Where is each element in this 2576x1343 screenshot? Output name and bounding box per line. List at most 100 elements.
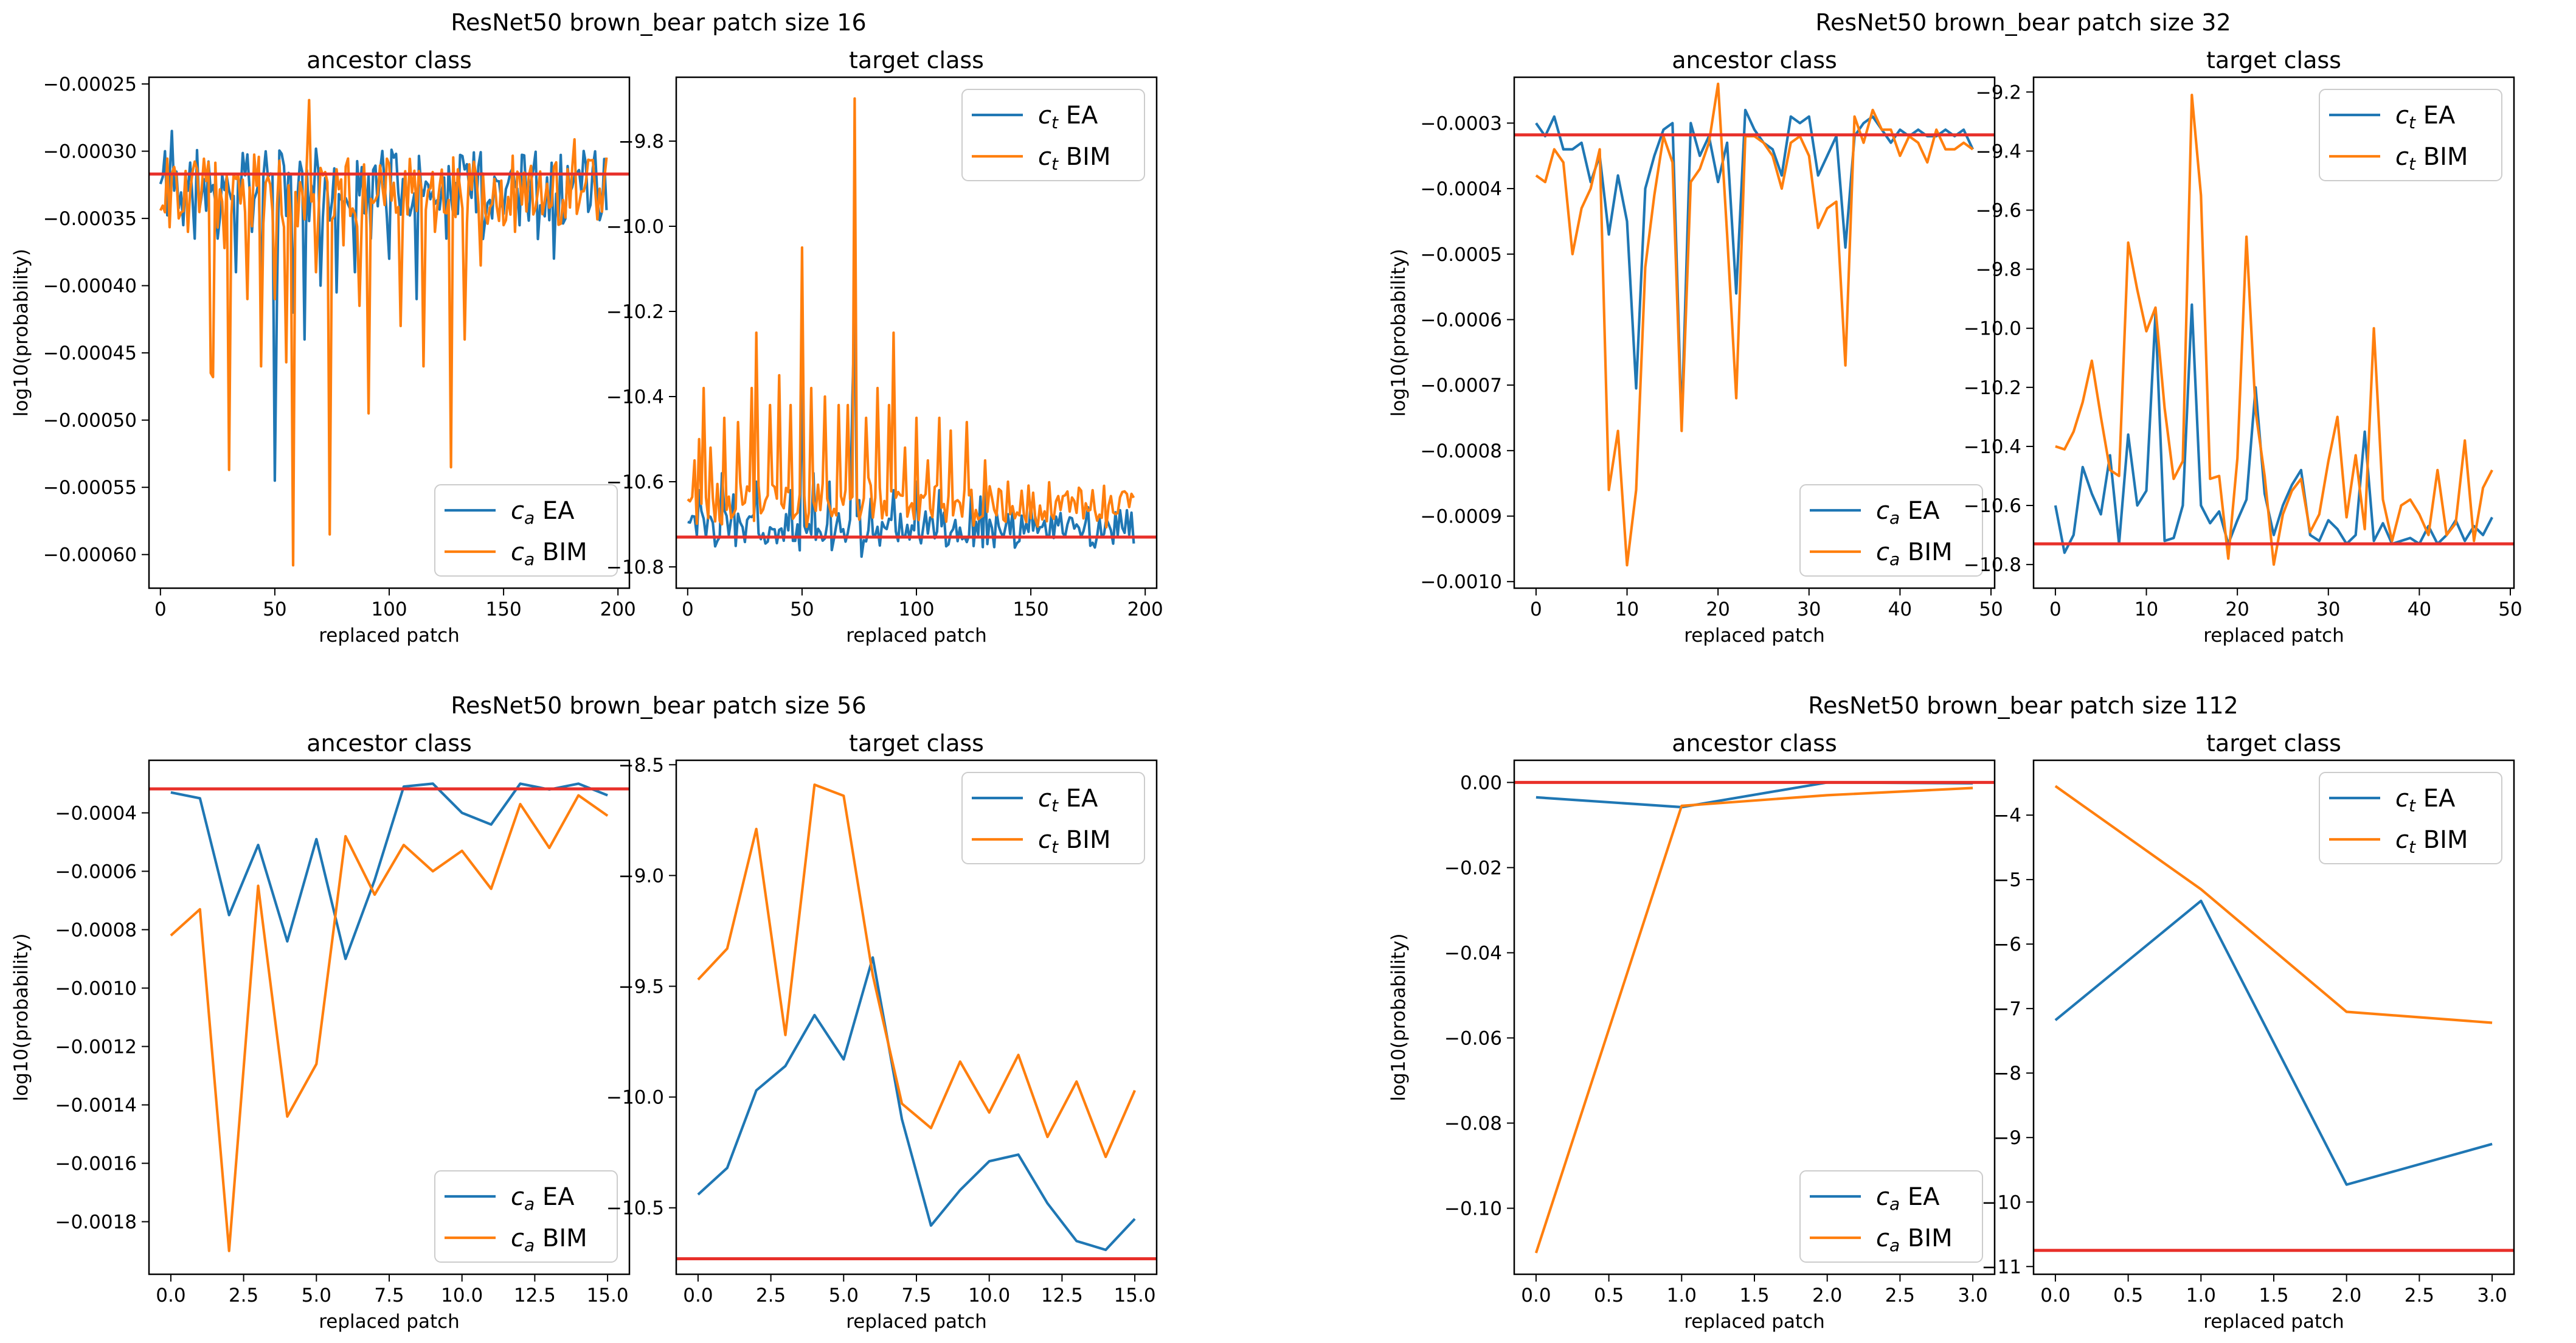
x-axis-label: replaced patch bbox=[1684, 1311, 1825, 1333]
legend-label: ct BIM bbox=[2395, 143, 2468, 174]
legend-box bbox=[434, 484, 618, 577]
legend: ct EA ct BIM bbox=[2319, 89, 2502, 181]
legend: ca EA ca BIM bbox=[434, 1170, 618, 1263]
legend: ct EA ct BIM bbox=[961, 89, 1145, 181]
series-line-bim bbox=[159, 99, 608, 567]
series-line-ea bbox=[170, 782, 608, 960]
x-axis-label: replaced patch bbox=[2203, 625, 2344, 647]
panel-2: ResNet50 brown_bear patch size 32 ancesto… bbox=[1388, 9, 2231, 647]
y-tick-label: −10.0 bbox=[606, 216, 664, 238]
legend-box bbox=[2319, 89, 2502, 181]
legend-label: ct BIM bbox=[1038, 143, 1110, 174]
x-tick-label: 0 bbox=[682, 599, 694, 620]
x-tick-label: 200 bbox=[600, 599, 636, 620]
panel-1: target class 0 50 100 150 200 −9.8 −10.0 −10.2 −1… bbox=[606, 47, 1163, 647]
y-tick-label: −10.6 bbox=[1964, 495, 2021, 517]
subplot-title: ancestor class bbox=[1672, 47, 1837, 74]
x-tick-label: 1.5 bbox=[1739, 1285, 1769, 1307]
y-tick-label: −10.0 bbox=[606, 1087, 664, 1109]
legend-label: ct EA bbox=[1038, 102, 1098, 133]
x-tick-label: 50 bbox=[1979, 599, 2003, 620]
x-tick-label: 200 bbox=[1127, 599, 1163, 620]
x-tick-label: 150 bbox=[486, 599, 522, 620]
series-line-bim bbox=[170, 794, 609, 1252]
legend-box bbox=[2319, 772, 2502, 864]
x-axis-label: replaced patch bbox=[319, 625, 460, 647]
x-tick-label: 0.5 bbox=[2113, 1285, 2143, 1307]
y-tick-label: −0.10 bbox=[1444, 1198, 1502, 1220]
subplot-title: target class bbox=[2206, 47, 2341, 74]
x-axis-label: replaced patch bbox=[846, 1311, 987, 1333]
x-tick-label: 2.0 bbox=[1812, 1285, 1842, 1307]
legend: ca EA ca BIM bbox=[434, 484, 618, 577]
legend-label: ca BIM bbox=[511, 538, 587, 569]
subplot-title: target class bbox=[849, 730, 984, 757]
legend: ct EA ct BIM bbox=[2319, 772, 2502, 864]
x-tick-label: 2.0 bbox=[2332, 1285, 2361, 1307]
x-tick-label: 40 bbox=[2408, 599, 2431, 620]
y-tick-label: −0.0006 bbox=[1421, 309, 1502, 331]
x-tick-label: 15.0 bbox=[587, 1285, 629, 1307]
y-tick-label: −0.0018 bbox=[55, 1212, 137, 1234]
figure-title: ResNet50 brown_bear patch size 56 bbox=[451, 692, 866, 719]
y-tick-label: −0.0007 bbox=[1421, 375, 1502, 397]
series-line-ea bbox=[697, 956, 1136, 1251]
x-tick-label: 3.0 bbox=[1958, 1285, 1987, 1307]
y-tick-label: −0.00035 bbox=[43, 208, 137, 230]
y-tick-label: −0.00045 bbox=[43, 342, 137, 364]
panel-4: ResNet50 brown_bear patch size 56 ancesto… bbox=[10, 692, 867, 1333]
y-tick-label: −10.8 bbox=[606, 557, 664, 578]
panel-3: target class 0 10 20 30 40 50 −9.2 −9.4 −9.6 −9.8 −… bbox=[1964, 47, 2522, 647]
y-tick-label: −0.0008 bbox=[55, 919, 137, 941]
series-line-bim bbox=[1534, 786, 1973, 1254]
legend-box bbox=[961, 89, 1145, 181]
legend-box bbox=[1799, 484, 1983, 577]
y-tick-label: −0.02 bbox=[1444, 857, 1502, 879]
x-tick-label: 100 bbox=[898, 599, 934, 620]
x-tick-label: 50 bbox=[2498, 599, 2522, 620]
series-line-bim bbox=[2054, 785, 2493, 1024]
x-tick-label: 3.0 bbox=[2477, 1285, 2507, 1307]
x-tick-label: 2.5 bbox=[756, 1285, 786, 1307]
x-tick-label: 0.0 bbox=[156, 1285, 185, 1307]
legend-box bbox=[961, 772, 1145, 864]
y-tick-label: −7 bbox=[1993, 998, 2021, 1020]
y-tick-label: −9.4 bbox=[1976, 141, 2021, 162]
series-line-bim bbox=[697, 783, 1137, 1159]
y-tick-label: −0.00040 bbox=[43, 276, 137, 297]
y-tick-label: −0.0004 bbox=[55, 802, 137, 824]
y-tick-label: −8.5 bbox=[618, 754, 664, 776]
y-tick-label: −0.0006 bbox=[55, 861, 137, 883]
y-tick-label: 0.00 bbox=[1460, 772, 1502, 794]
axes-frame bbox=[2032, 759, 2515, 1275]
x-tick-label: 10 bbox=[1615, 599, 1639, 620]
y-tick-label: −11 bbox=[1982, 1256, 2021, 1278]
x-tick-label: 12.5 bbox=[514, 1285, 556, 1307]
y-tick-label: −9.2 bbox=[1976, 82, 2021, 103]
x-tick-label: 1.0 bbox=[2186, 1285, 2216, 1307]
legend: ca EA ca BIM bbox=[1799, 484, 1983, 577]
legend-label: ca BIM bbox=[511, 1224, 587, 1255]
legend-label: ct BIM bbox=[1038, 826, 1110, 857]
y-tick-label: −10.8 bbox=[1964, 554, 2021, 576]
figure-title: ResNet50 brown_bear patch size 16 bbox=[451, 9, 866, 36]
x-tick-label: 0 bbox=[1530, 599, 1542, 620]
y-tick-label: −0.08 bbox=[1444, 1112, 1502, 1134]
legend-label: ca EA bbox=[511, 497, 575, 528]
legend-box bbox=[1799, 1170, 1983, 1263]
x-axis-label: replaced patch bbox=[1684, 625, 1825, 647]
y-tick-label: −9.8 bbox=[618, 131, 664, 153]
x-tick-label: 2.5 bbox=[229, 1285, 258, 1307]
panel-6: ResNet50 brown_bear patch size 112 ancest… bbox=[1388, 692, 2238, 1333]
x-tick-label: 1.0 bbox=[1667, 1285, 1697, 1307]
x-tick-label: 10 bbox=[2135, 599, 2158, 620]
legend: ca EA ca BIM bbox=[1799, 1170, 1983, 1263]
y-tick-label: −10.6 bbox=[606, 471, 664, 493]
x-tick-label: 0.0 bbox=[683, 1285, 713, 1307]
y-tick-label: −10.2 bbox=[606, 301, 664, 323]
y-axis-label: log10(probability) bbox=[10, 933, 32, 1101]
x-tick-label: 150 bbox=[1013, 599, 1049, 620]
y-tick-label: −0.0009 bbox=[1421, 506, 1502, 528]
legend: ct EA ct BIM bbox=[961, 772, 1145, 864]
